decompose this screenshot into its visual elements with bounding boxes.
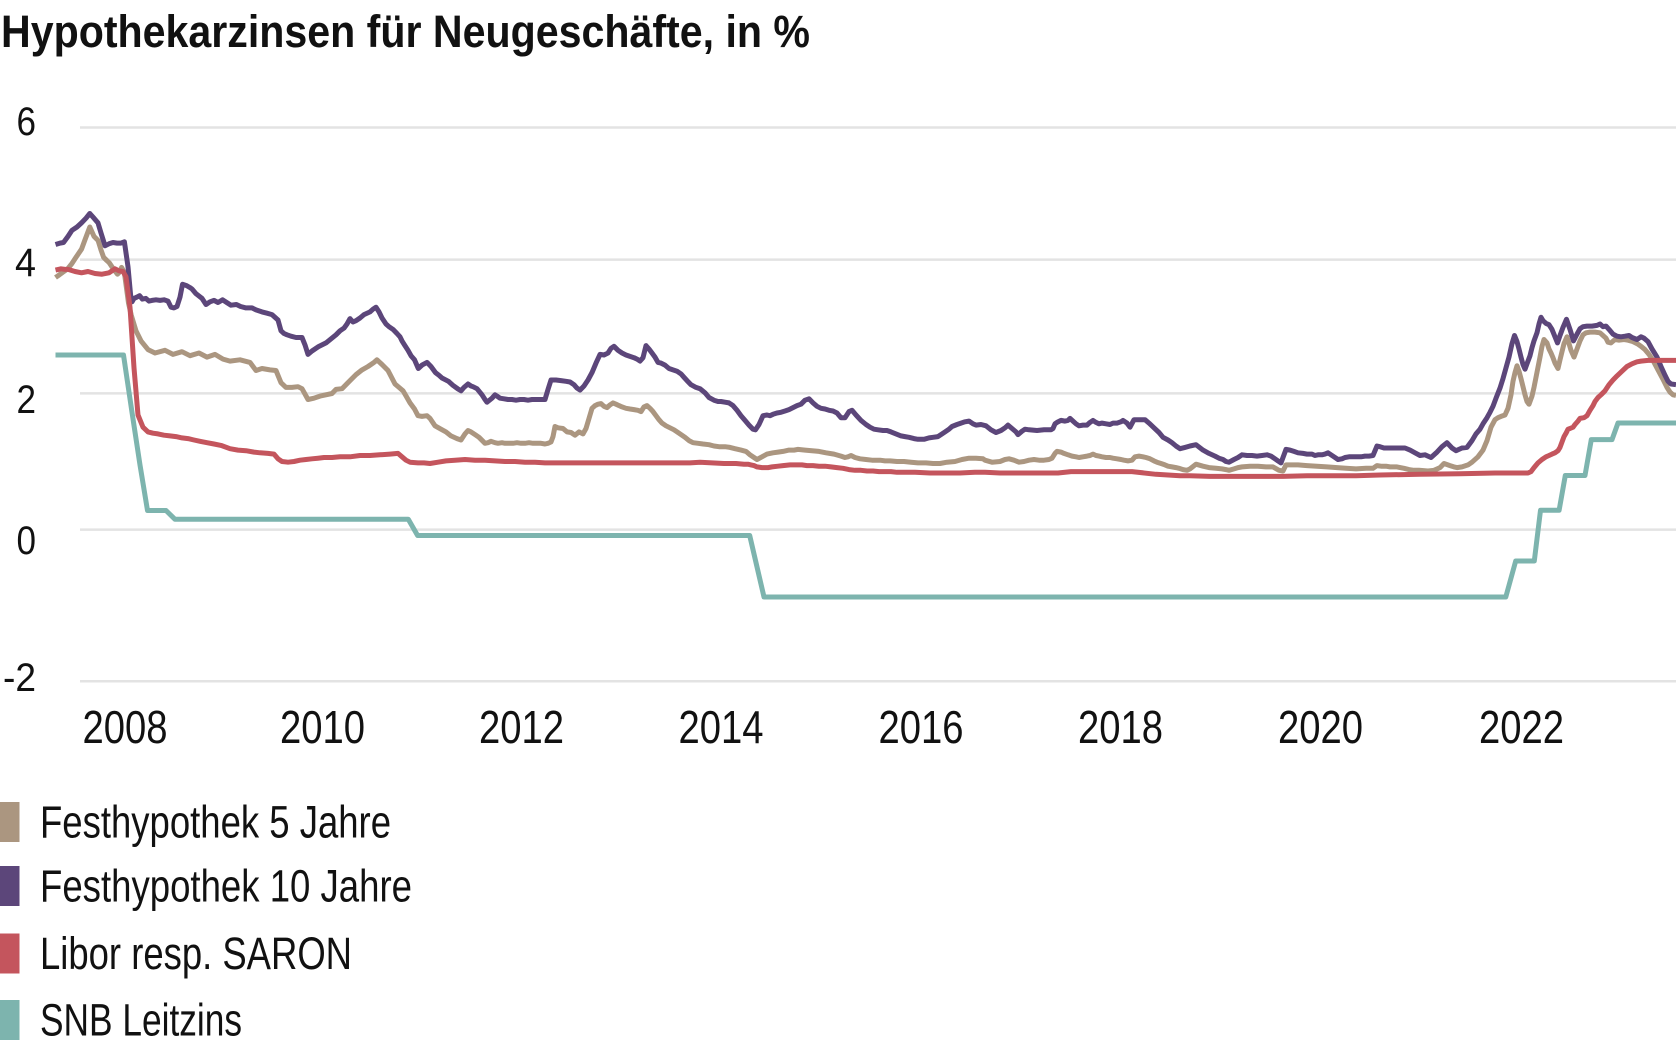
svg-text:Festhypothek 5 Jahre: Festhypothek 5 Jahre [40,797,391,848]
svg-text:Festhypothek 10 Jahre: Festhypothek 10 Jahre [40,861,412,912]
svg-text:SNB Leitzins: SNB Leitzins [40,995,242,1046]
svg-text:Libor resp. SARON: Libor resp. SARON [40,928,352,979]
svg-text:2020: 2020 [1278,701,1363,753]
svg-text:2012: 2012 [479,701,564,753]
svg-text:2014: 2014 [679,701,764,753]
svg-text:2016: 2016 [879,701,964,753]
svg-text:Hypothekarzinsen für Neugeschä: Hypothekarzinsen für Neugeschäfte, in % [1,6,810,57]
svg-text:0: 0 [17,519,37,563]
svg-text:2022: 2022 [1479,701,1564,753]
svg-text:2018: 2018 [1078,701,1163,753]
svg-text:2: 2 [17,378,37,422]
svg-text:-2: -2 [3,656,36,700]
svg-text:6: 6 [17,100,37,144]
svg-text:2010: 2010 [280,701,365,753]
svg-text:2008: 2008 [83,701,168,753]
svg-text:4: 4 [15,241,36,285]
